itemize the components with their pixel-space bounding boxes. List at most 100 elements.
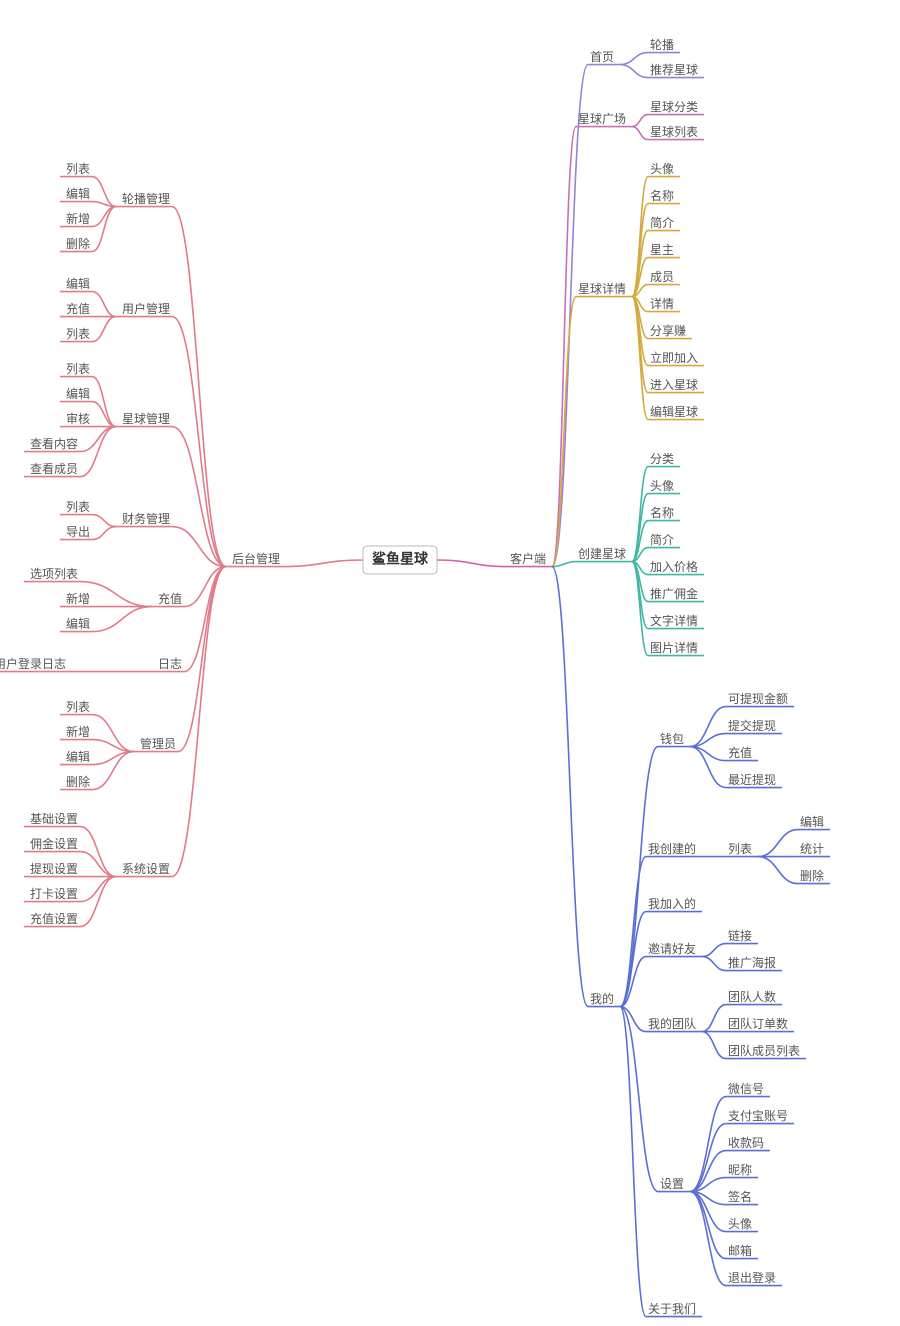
- mindmap-link: [172, 317, 226, 567]
- node-label: 我的: [590, 991, 614, 1006]
- node-label: 星球详情: [578, 281, 626, 296]
- mindmap-link: [690, 1124, 726, 1192]
- node-label: 头像: [650, 479, 674, 493]
- mindmap-link: [80, 852, 116, 877]
- node-label: 头像: [650, 162, 674, 176]
- mindmap-link: [702, 944, 726, 957]
- node-label: 支付宝账号: [728, 1109, 788, 1123]
- links-layer: [68, 53, 798, 1317]
- node-label: 编辑: [66, 186, 90, 201]
- mindmap-link: [172, 567, 226, 877]
- mindmap-link: [632, 494, 648, 562]
- node-label: 名称: [650, 505, 674, 520]
- mindmap-link: [632, 562, 648, 656]
- node-label: 列表: [66, 500, 90, 514]
- node-label: 编辑: [66, 276, 90, 291]
- mindmap-link: [80, 877, 116, 902]
- node-label: 推广佣金: [650, 586, 698, 601]
- node-label: 财务管理: [122, 511, 170, 526]
- mindmap-link: [620, 53, 648, 65]
- node-label: 创建星球: [578, 547, 626, 561]
- node-label: 充值: [158, 591, 182, 606]
- mindmap-link: [702, 1032, 726, 1059]
- node-label: 充值: [728, 745, 752, 760]
- node-label: 名称: [650, 188, 674, 203]
- node-label: 充值设置: [30, 911, 78, 926]
- node-label: 审核: [66, 411, 90, 426]
- node-label: 系统设置: [122, 862, 170, 876]
- mindmap-link: [552, 65, 588, 567]
- nodes-layer: 鲨鱼星球后台管理轮播管理列表编辑新增删除用户管理编辑充值列表星球管理列表编辑审核…: [0, 38, 830, 1316]
- node-label: 新增: [66, 591, 90, 606]
- node-label: 删除: [66, 236, 90, 251]
- node-label: 客户端: [510, 551, 546, 566]
- node-label: 列表: [66, 162, 90, 176]
- node-label: 详情: [650, 296, 674, 311]
- node-label: 提现设置: [30, 861, 78, 876]
- mindmap-link: [552, 127, 576, 567]
- node-label: 我加入的: [648, 896, 696, 911]
- node-label: 设置: [660, 1177, 684, 1191]
- node-label: 团队人数: [728, 989, 776, 1004]
- node-label: 推广海报: [728, 955, 776, 970]
- mindmap-link: [92, 202, 116, 207]
- mindmap-link: [92, 402, 116, 427]
- mindmap-link: [702, 1005, 726, 1032]
- node-label: 我创建的: [648, 841, 696, 856]
- node-label: 删除: [800, 868, 824, 883]
- node-label: 选项列表: [30, 567, 78, 581]
- node-label: 团队订单数: [728, 1016, 788, 1031]
- node-label: 导出: [66, 525, 90, 539]
- node-label: 图片详情: [650, 640, 698, 655]
- mindmap-link: [92, 207, 116, 252]
- mindmap-link: [80, 877, 116, 927]
- node-label: 轮播: [650, 38, 674, 52]
- mindmap-link: [92, 527, 116, 540]
- node-label: 邀请好友: [648, 941, 696, 956]
- mindmap-link: [80, 582, 152, 607]
- mindmap-link: [758, 830, 798, 857]
- node-label: 基础设置: [30, 812, 78, 826]
- node-label: 查看成员: [30, 462, 78, 476]
- node-label: 首页: [590, 50, 614, 64]
- mindmap-link: [178, 567, 226, 752]
- node-label: 编辑: [66, 386, 90, 401]
- mindmap-canvas: 鲨鱼星球后台管理轮播管理列表编辑新增删除用户管理编辑充值列表星球管理列表编辑审核…: [0, 0, 900, 1326]
- mindmap-link: [437, 560, 508, 567]
- node-label: 邮箱: [728, 1243, 752, 1258]
- node-label: 昵称: [728, 1163, 752, 1177]
- mindmap-link: [92, 607, 152, 632]
- node-label: 列表: [66, 700, 90, 714]
- mindmap-link: [690, 1192, 726, 1286]
- root-label: 鲨鱼星球: [372, 551, 429, 567]
- node-label: 星球管理: [122, 411, 170, 426]
- node-label: 关于我们: [648, 1301, 696, 1316]
- node-label: 编辑: [800, 814, 824, 829]
- node-label: 列表: [66, 327, 90, 341]
- mindmap-link: [632, 127, 648, 140]
- node-label: 推荐星球: [650, 63, 698, 77]
- node-label: 用户管理: [122, 301, 170, 316]
- node-label: 删除: [66, 774, 90, 789]
- mindmap-link: [758, 857, 798, 884]
- node-label: 新增: [66, 724, 90, 739]
- mindmap-link: [80, 427, 116, 477]
- node-label: 轮播管理: [122, 191, 170, 206]
- node-label: 充值: [66, 301, 90, 316]
- node-label: 提交提现: [728, 718, 776, 733]
- mindmap-link: [690, 1192, 726, 1259]
- node-label: 分类: [650, 452, 674, 466]
- node-label: 简介: [650, 216, 674, 230]
- node-label: 统计: [800, 842, 824, 856]
- mindmap-link: [552, 562, 576, 567]
- node-label: 加入价格: [650, 559, 698, 574]
- node-label: 可提现金额: [728, 691, 788, 706]
- mindmap-link: [632, 115, 648, 127]
- node-label: 头像: [728, 1217, 752, 1231]
- node-label: 编辑星球: [650, 404, 698, 419]
- node-label: 新增: [66, 211, 90, 226]
- node-label: 星球列表: [650, 125, 698, 139]
- mindmap-link: [92, 207, 116, 227]
- node-label: 进入星球: [650, 378, 698, 392]
- node-label: 我的团队: [648, 1016, 696, 1031]
